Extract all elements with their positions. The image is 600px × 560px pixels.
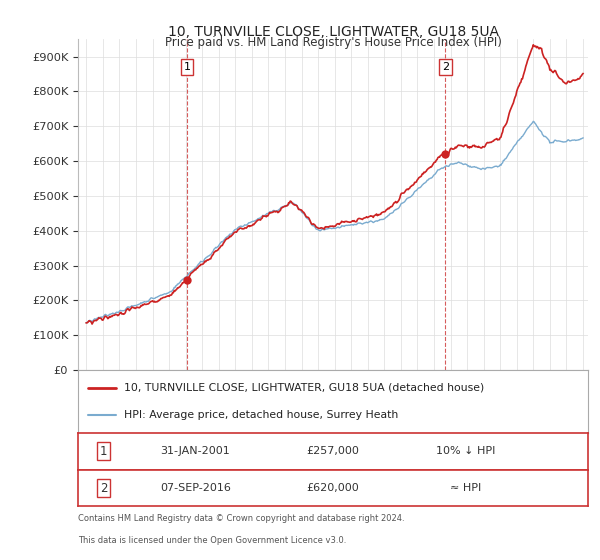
Text: £257,000: £257,000 — [307, 446, 359, 456]
Text: 2: 2 — [100, 482, 107, 494]
Text: 1: 1 — [100, 445, 107, 458]
Text: £620,000: £620,000 — [307, 483, 359, 493]
Text: 10, TURNVILLE CLOSE, LIGHTWATER, GU18 5UA (detached house): 10, TURNVILLE CLOSE, LIGHTWATER, GU18 5U… — [124, 382, 484, 393]
Text: ≈ HPI: ≈ HPI — [450, 483, 481, 493]
Text: Contains HM Land Registry data © Crown copyright and database right 2024.: Contains HM Land Registry data © Crown c… — [78, 514, 404, 523]
Text: 2: 2 — [442, 62, 449, 72]
Text: 1: 1 — [184, 62, 190, 72]
Text: This data is licensed under the Open Government Licence v3.0.: This data is licensed under the Open Gov… — [78, 536, 346, 545]
Text: 07-SEP-2016: 07-SEP-2016 — [160, 483, 231, 493]
Text: Price paid vs. HM Land Registry's House Price Index (HPI): Price paid vs. HM Land Registry's House … — [164, 36, 502, 49]
Text: HPI: Average price, detached house, Surrey Heath: HPI: Average price, detached house, Surr… — [124, 410, 398, 421]
Text: 31-JAN-2001: 31-JAN-2001 — [160, 446, 230, 456]
Text: 10% ↓ HPI: 10% ↓ HPI — [436, 446, 495, 456]
Text: 10, TURNVILLE CLOSE, LIGHTWATER, GU18 5UA: 10, TURNVILLE CLOSE, LIGHTWATER, GU18 5U… — [167, 25, 499, 39]
